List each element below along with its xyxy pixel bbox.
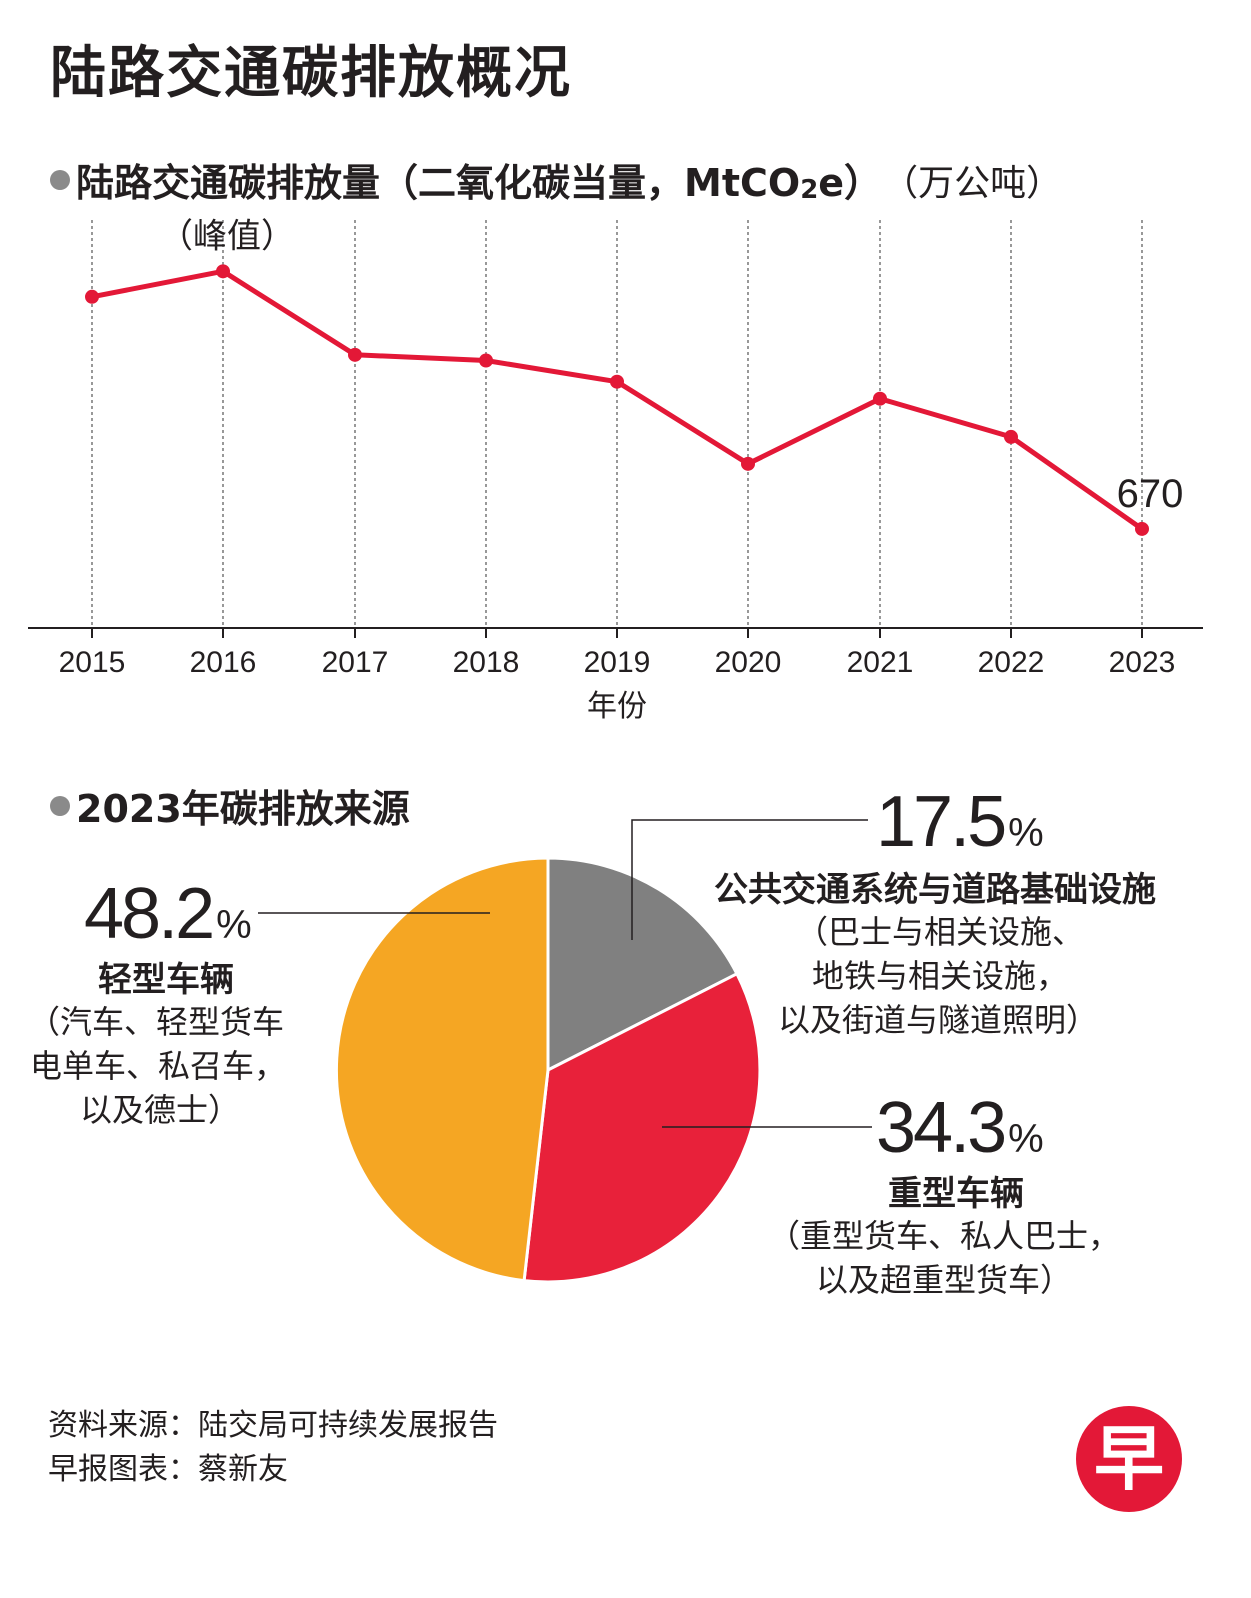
data-point-2015	[85, 289, 99, 304]
pie-chart-heading: 2023年碳排放来源	[50, 778, 410, 833]
x-tick-label-2020: 2020	[715, 646, 782, 679]
line-chart-unit: （万公吨）	[882, 162, 1063, 204]
light-desc-1: （汽车、轻型货车	[28, 1003, 285, 1041]
bullet-icon	[50, 795, 70, 816]
line-chart: 201520162017201820192020202120222023年份85…	[28, 216, 1203, 724]
annotation-last-value: 670	[1117, 472, 1184, 516]
public-desc-1: （巴士与相关设施、	[796, 913, 1085, 951]
heavy-desc-2: 以及超重型货车）	[816, 1261, 1073, 1299]
public-pct: 17.5%	[876, 786, 1044, 858]
x-tick-label-2016: 2016	[190, 646, 257, 679]
footer-source: 资料来源：陆交局可持续发展报告	[48, 1408, 498, 1443]
data-point-2017	[348, 347, 362, 362]
line-chart-heading-subscript: 2	[800, 174, 819, 205]
public-desc-3: 以及街道与隧道照明）	[778, 1001, 1099, 1039]
x-tick-label-2018: 2018	[453, 646, 520, 679]
page-title: 陆路交通碳排放概况	[50, 41, 572, 106]
footer-credit: 早报图表：蔡新友	[48, 1452, 288, 1487]
data-point-2021	[873, 391, 887, 406]
x-tick-label-2015: 2015	[59, 646, 126, 679]
public-pct-sign: %	[1008, 811, 1044, 855]
heavy-pct-sign: %	[1008, 1117, 1044, 1161]
line-chart-heading-text: 陆路交通碳排放量（二氧化碳当量，MtCO	[76, 161, 801, 205]
light-pct-value: 48.2	[84, 874, 215, 954]
pie-slice-1	[522, 971, 762, 1284]
x-axis-label: 年份	[587, 689, 647, 724]
heavy-pct: 34.3%	[876, 1092, 1044, 1164]
data-point-2019	[610, 374, 624, 389]
light-pct-sign: %	[216, 903, 252, 947]
heavy-name: 重型车辆	[888, 1174, 1024, 1214]
x-tick-label-2017: 2017	[322, 646, 389, 679]
public-pct-value: 17.5	[876, 782, 1007, 862]
data-point-2018	[479, 353, 493, 368]
line-chart-heading: 陆路交通碳排放量（二氧化碳当量，MtCO 2 e） （万公吨）	[50, 152, 1062, 207]
light-desc-2: 电单车、私召车，	[30, 1047, 287, 1085]
x-tick-label-2021: 2021	[847, 646, 914, 679]
light-name: 轻型车辆	[98, 960, 234, 1000]
light-desc-3: 以及德士）	[80, 1091, 241, 1129]
annotation-peak-label: （峰值）	[159, 216, 295, 256]
heavy-pct-value: 34.3	[876, 1088, 1007, 1168]
x-tick-label-2019: 2019	[584, 646, 651, 679]
public-name: 公共交通系统与道路基础设施	[714, 870, 1156, 910]
x-tick-label-2022: 2022	[978, 646, 1045, 679]
light-pct: 48.2%	[84, 878, 252, 950]
zaobao-logo: 早	[1076, 1406, 1182, 1512]
public-desc-2: 地铁与相关设施，	[812, 957, 1069, 995]
bullet-icon	[50, 169, 70, 190]
data-point-2020	[741, 456, 755, 471]
data-point-2016	[216, 264, 230, 279]
pie-slice-2	[335, 856, 550, 1283]
pie-chart-heading-text: 2023年碳排放来源	[76, 787, 410, 831]
heavy-desc-1: （重型货车、私人巴士，	[768, 1217, 1121, 1255]
data-point-2023	[1135, 521, 1149, 536]
line-chart-heading-end: e）	[818, 161, 883, 205]
data-point-2022	[1004, 429, 1018, 444]
x-tick-label-2023: 2023	[1109, 646, 1176, 679]
pie-chart	[335, 856, 762, 1284]
